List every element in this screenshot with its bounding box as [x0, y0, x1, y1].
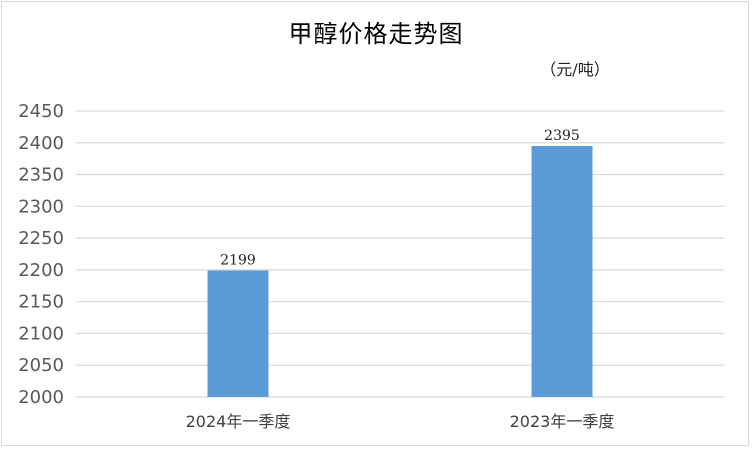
y-tick-label: 2300	[18, 196, 64, 217]
x-category-label: 2024年一季度	[186, 412, 291, 431]
chart-title: 甲醇价格走势图	[288, 20, 464, 48]
data-label: 2395	[544, 128, 580, 144]
bar	[207, 270, 269, 397]
y-tick-label: 2400	[18, 133, 64, 154]
y-tick-label: 2250	[18, 228, 64, 249]
y-tick-label: 2050	[18, 355, 64, 376]
unit-label: （元/吨）	[540, 60, 610, 79]
y-tick-label: 2100	[18, 323, 64, 344]
data-label: 2199	[220, 253, 256, 269]
y-tick-label: 2450	[18, 101, 64, 122]
y-tick-label: 2150	[18, 292, 64, 313]
x-category-label: 2023年一季度	[510, 412, 615, 431]
y-tick-label: 2000	[18, 387, 64, 408]
y-tick-label: 2200	[18, 260, 64, 281]
y-tick-label: 2350	[18, 165, 64, 186]
bar	[531, 145, 593, 397]
